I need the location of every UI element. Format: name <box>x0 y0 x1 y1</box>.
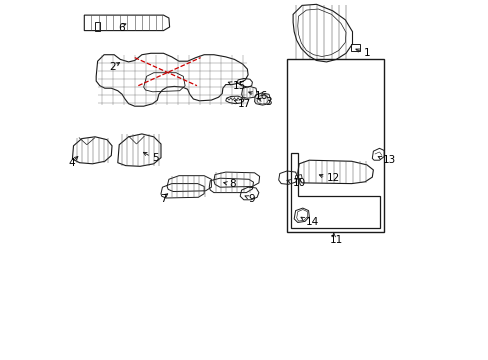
Text: 4: 4 <box>68 158 75 168</box>
Text: 9: 9 <box>248 194 255 204</box>
Text: 1: 1 <box>363 48 370 58</box>
Text: 8: 8 <box>229 179 236 189</box>
Bar <box>286 59 384 232</box>
Text: 17: 17 <box>238 99 251 109</box>
Text: 3: 3 <box>264 96 271 107</box>
Text: 14: 14 <box>305 217 318 228</box>
Text: 5: 5 <box>152 153 159 163</box>
Text: 16: 16 <box>255 91 268 102</box>
Text: 7: 7 <box>160 194 166 204</box>
Text: 12: 12 <box>326 173 339 183</box>
Text: 13: 13 <box>382 155 396 165</box>
Text: 6: 6 <box>118 23 124 33</box>
Text: 10: 10 <box>292 178 305 188</box>
Text: 11: 11 <box>329 235 343 246</box>
Text: 2: 2 <box>109 62 116 72</box>
Text: 15: 15 <box>232 81 246 91</box>
